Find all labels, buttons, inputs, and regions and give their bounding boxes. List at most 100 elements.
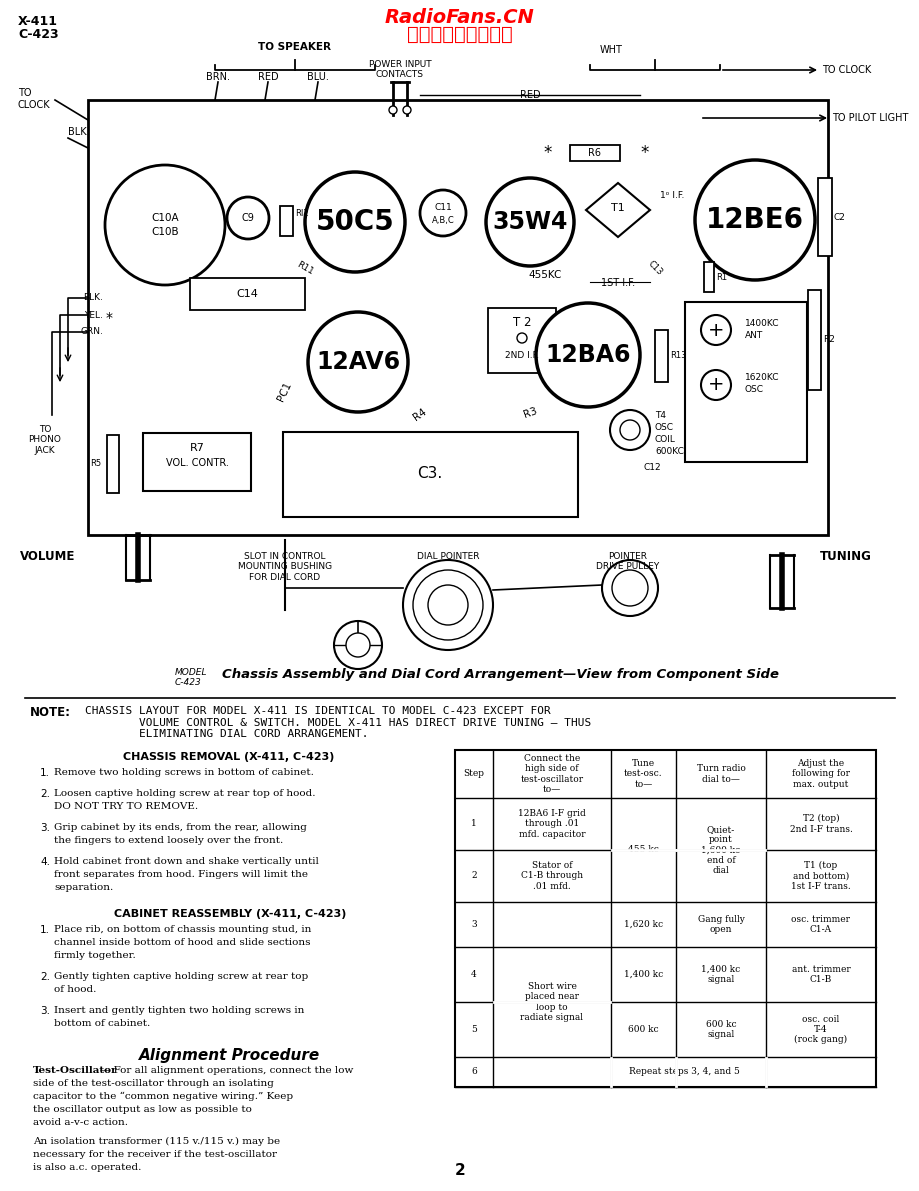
Text: +: +: [707, 375, 723, 394]
Circle shape: [609, 410, 650, 450]
Text: C3.: C3.: [417, 467, 442, 481]
Circle shape: [413, 570, 482, 640]
Bar: [703, 262, 713, 292]
Bar: [807, 289, 820, 389]
Text: WHT: WHT: [599, 45, 622, 55]
Text: X-411: X-411: [18, 15, 58, 29]
Text: C10B: C10B: [151, 227, 178, 237]
Bar: [88, 100, 827, 535]
Text: 4: 4: [471, 969, 476, 979]
Text: *: *: [543, 144, 551, 162]
Text: avoid a-v-c action.: avoid a-v-c action.: [33, 1118, 128, 1127]
Text: C9: C9: [242, 213, 255, 223]
Bar: [283, 432, 577, 517]
Text: bottom of cabinet.: bottom of cabinet.: [54, 1019, 150, 1028]
Text: channel inside bottom of hood and slide sections: channel inside bottom of hood and slide …: [54, 939, 311, 947]
Text: T4: T4: [654, 411, 665, 419]
Text: R6: R6: [588, 148, 601, 158]
Text: *: *: [106, 311, 113, 325]
Text: Gently tighten captive holding screw at rear top: Gently tighten captive holding screw at …: [54, 972, 308, 981]
Text: 2.: 2.: [40, 788, 50, 799]
Text: NOTE:: NOTE:: [30, 706, 71, 719]
Text: Loosen captive holding screw at rear top of hood.: Loosen captive holding screw at rear top…: [54, 788, 315, 798]
Text: 2.: 2.: [40, 972, 50, 983]
Text: 3: 3: [471, 919, 476, 929]
Text: 3.: 3.: [40, 823, 50, 833]
Text: osc. trimmer
C1-A: osc. trimmer C1-A: [790, 915, 849, 934]
Text: Test-Oscillator: Test-Oscillator: [33, 1066, 118, 1075]
Text: 1,400 kc: 1,400 kc: [623, 969, 663, 979]
Text: R13: R13: [669, 351, 686, 361]
Text: C12: C12: [642, 463, 660, 473]
Text: MODEL: MODEL: [175, 668, 208, 676]
Text: C13: C13: [645, 258, 664, 278]
Text: the fingers to extend loosely over the front.: the fingers to extend loosely over the f…: [54, 836, 283, 844]
Bar: [279, 206, 292, 236]
Bar: [107, 435, 119, 493]
Bar: [570, 145, 619, 161]
Circle shape: [427, 585, 468, 625]
Circle shape: [389, 106, 397, 114]
Text: RED: RED: [519, 91, 539, 100]
Text: 2ND I.F.: 2ND I.F.: [505, 350, 539, 360]
Text: Place rib, on bottom of chassis mounting stud, in: Place rib, on bottom of chassis mounting…: [54, 925, 311, 934]
Text: 5: 5: [471, 1025, 476, 1034]
Text: R3: R3: [521, 406, 538, 420]
Text: Turn radio
dial to—: Turn radio dial to—: [696, 765, 744, 784]
Text: RED: RED: [257, 71, 278, 82]
Circle shape: [619, 420, 640, 439]
Text: TUNING: TUNING: [819, 550, 871, 563]
Text: 收音机爱好者资料库: 收音机爱好者资料库: [407, 25, 512, 44]
Text: Short wire
placed near
loop to
radiate signal: Short wire placed near loop to radiate s…: [520, 981, 583, 1022]
Circle shape: [105, 166, 225, 285]
Text: DIAL POINTER: DIAL POINTER: [416, 551, 479, 561]
Bar: [654, 330, 667, 382]
Text: TO CLOCK: TO CLOCK: [821, 66, 870, 75]
Text: 455 kc: 455 kc: [628, 846, 658, 854]
Circle shape: [403, 106, 411, 114]
Text: Insert and gently tighten two holding screws in: Insert and gently tighten two holding sc…: [54, 1006, 304, 1015]
Text: BLK.: BLK.: [83, 293, 103, 303]
Text: 12BA6: 12BA6: [545, 343, 630, 367]
Text: necessary for the receiver if the test-oscillator: necessary for the receiver if the test-o…: [33, 1151, 277, 1159]
Text: BLK: BLK: [68, 127, 86, 137]
Bar: [455, 750, 875, 1087]
Text: DO NOT TRY TO REMOVE.: DO NOT TRY TO REMOVE.: [54, 802, 198, 811]
Text: 1400KC: 1400KC: [744, 318, 778, 328]
Text: Hold cabinet front down and shake vertically until: Hold cabinet front down and shake vertic…: [54, 858, 319, 866]
Circle shape: [403, 560, 493, 650]
Text: *: *: [641, 144, 649, 162]
Text: 12AV6: 12AV6: [315, 350, 400, 374]
Text: side of the test-oscillator through an isolating: side of the test-oscillator through an i…: [33, 1079, 274, 1089]
Text: YEL.: YEL.: [84, 311, 103, 319]
Text: 2: 2: [454, 1162, 465, 1178]
Text: CABINET REASSEMBLY (X-411, C-423): CABINET REASSEMBLY (X-411, C-423): [114, 909, 346, 919]
Text: Tune
test-osc.
to—: Tune test-osc. to—: [623, 759, 662, 788]
Circle shape: [516, 333, 527, 343]
Circle shape: [700, 370, 731, 400]
Text: BRN.: BRN.: [206, 71, 230, 82]
Text: 35W4: 35W4: [492, 210, 567, 233]
Text: RI2: RI2: [295, 208, 308, 218]
Text: 1.: 1.: [40, 768, 50, 778]
Circle shape: [305, 172, 404, 272]
Text: R1: R1: [715, 273, 726, 281]
Text: TO
PHONO
JACK: TO PHONO JACK: [28, 425, 62, 455]
Text: R5: R5: [90, 460, 101, 468]
Bar: [685, 303, 806, 462]
Text: Remove two holding screws in bottom of cabinet.: Remove two holding screws in bottom of c…: [54, 768, 313, 777]
Text: PC1: PC1: [276, 381, 293, 404]
Text: front separates from hood. Fingers will limit the: front separates from hood. Fingers will …: [54, 869, 308, 879]
Text: CHASSIS LAYOUT FOR MODEL X-411 IS IDENTICAL TO MODEL C-423 EXCEPT FOR
        VO: CHASSIS LAYOUT FOR MODEL X-411 IS IDENTI…: [85, 706, 591, 740]
Text: is also a.c. operated.: is also a.c. operated.: [33, 1162, 142, 1172]
Text: An isolation transformer (115 v./115 v.) may be: An isolation transformer (115 v./115 v.)…: [33, 1137, 279, 1146]
Circle shape: [308, 312, 407, 412]
Text: Alignment Procedure: Alignment Procedure: [139, 1048, 321, 1064]
Text: Gang fully
open: Gang fully open: [697, 915, 743, 934]
Text: Chassis Assembly and Dial Cord Arrangement—View from Component Side: Chassis Assembly and Dial Cord Arrangeme…: [221, 668, 778, 681]
Text: Grip cabinet by its ends, from the rear, allowing: Grip cabinet by its ends, from the rear,…: [54, 823, 307, 833]
Text: T2 (top)
2nd I-F trans.: T2 (top) 2nd I-F trans.: [789, 815, 852, 834]
Circle shape: [536, 303, 640, 407]
Text: T 2: T 2: [512, 317, 530, 330]
Text: 600KC: 600KC: [654, 447, 683, 455]
